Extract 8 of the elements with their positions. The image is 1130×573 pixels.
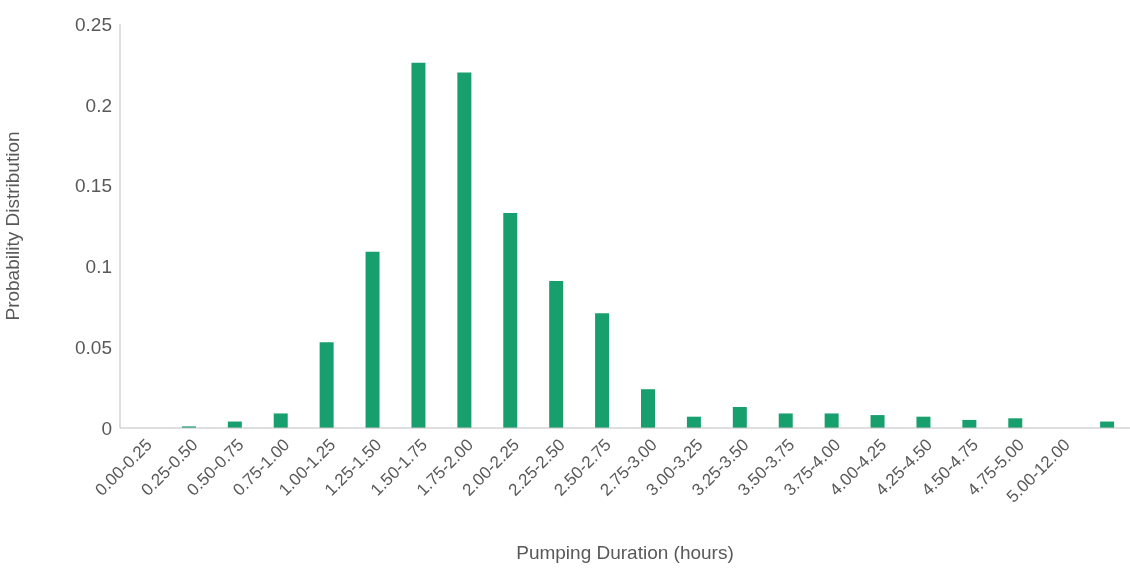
y-tick-label: 0.05 xyxy=(75,336,112,358)
x-axis-title: Pumping Duration (hours) xyxy=(516,542,734,563)
y-axis-title: Probability Distribution xyxy=(1,131,23,321)
y-tick-label: 0.2 xyxy=(85,94,112,116)
y-tick-label: 0.15 xyxy=(75,175,112,197)
y-tick-label: 0 xyxy=(101,417,112,439)
y-tick-label: 0.1 xyxy=(85,256,112,278)
y-tick-label: 0.25 xyxy=(75,13,112,35)
